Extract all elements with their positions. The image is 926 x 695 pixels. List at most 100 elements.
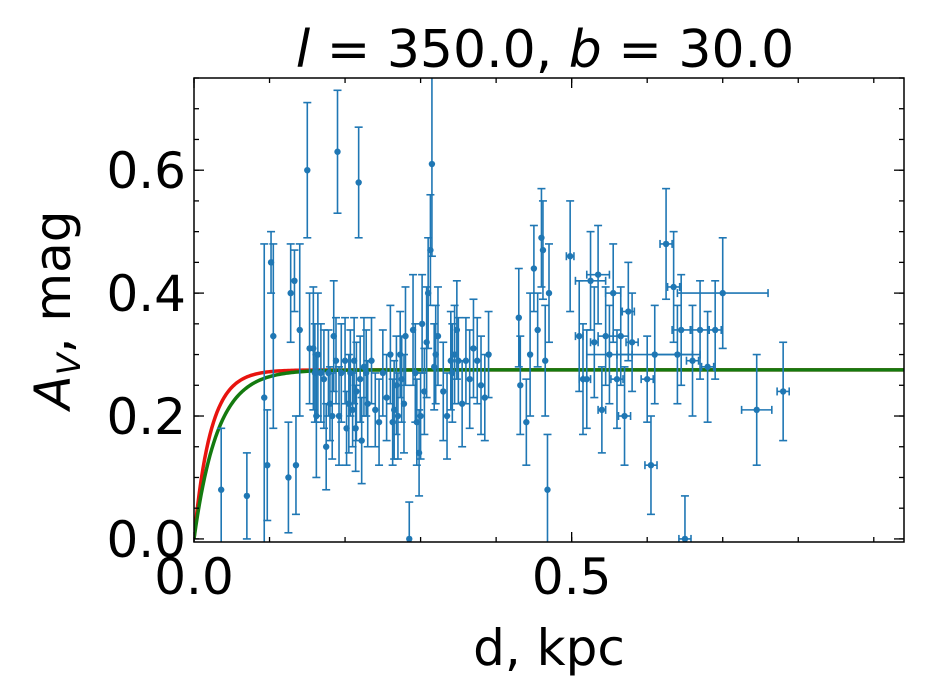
point-marker (613, 375, 621, 383)
model-curves (194, 368, 904, 540)
y-tick-label: 0.4 (106, 265, 186, 323)
point-marker (332, 357, 340, 364)
data-point (401, 286, 410, 387)
point-marker (526, 351, 534, 358)
data-point (356, 335, 365, 423)
y-label-rest: , mag (24, 211, 82, 354)
data-point (574, 280, 584, 393)
data-point (375, 378, 384, 466)
point-marker (387, 351, 394, 358)
data-point (242, 452, 251, 540)
point-marker (587, 277, 594, 285)
point-marker (320, 375, 328, 383)
y-label-main: A (24, 375, 82, 412)
point-marker (402, 332, 409, 340)
x-axis-label: d, kpc (473, 619, 625, 677)
data-point (740, 353, 773, 466)
point-marker (443, 412, 451, 420)
point-marker (523, 418, 530, 426)
data-point (378, 329, 387, 417)
point-marker (719, 289, 726, 297)
data-point (446, 310, 455, 411)
data-point (439, 341, 448, 442)
data-point (516, 335, 525, 436)
point-marker (628, 339, 636, 346)
data-point (604, 243, 622, 344)
data-point (625, 292, 639, 393)
data-point (286, 243, 295, 344)
data-point (617, 366, 632, 466)
data-point (514, 267, 523, 368)
data-point (461, 316, 470, 405)
data-point (399, 353, 408, 454)
data-point (574, 230, 607, 331)
point-marker (428, 160, 436, 168)
point-marker (534, 326, 541, 334)
data-point (533, 292, 542, 368)
point-marker (591, 339, 598, 346)
point-marker (545, 289, 553, 297)
y-tick-label: 0.0 (106, 511, 186, 569)
data-point (589, 286, 599, 399)
point-marker (329, 412, 336, 420)
point-marker (322, 443, 330, 450)
point-marker (341, 357, 349, 364)
point-marker (485, 351, 492, 358)
point-marker (583, 375, 590, 383)
data-point (477, 335, 486, 436)
data-point (644, 415, 658, 516)
point-marker (334, 148, 341, 155)
point-marker (264, 461, 271, 469)
point-marker (594, 271, 602, 278)
point-marker (417, 412, 424, 420)
data-point (685, 304, 700, 417)
data-point (522, 378, 531, 466)
point-marker (434, 332, 442, 340)
data-point (433, 286, 442, 387)
point-marker (606, 351, 613, 358)
point-marker (474, 357, 481, 364)
point-marker (643, 375, 651, 383)
data-point (427, 78, 436, 258)
data-point (328, 372, 337, 460)
data-point (260, 243, 269, 542)
data-point (217, 427, 226, 542)
point-marker (217, 486, 225, 493)
data-point (352, 341, 361, 442)
point-marker (470, 345, 477, 352)
point-marker (356, 375, 364, 383)
data-point (526, 292, 535, 417)
data-point (333, 89, 342, 215)
point-marker (539, 246, 547, 254)
data-point (565, 200, 575, 313)
point-marker (711, 326, 719, 334)
point-marker (353, 388, 360, 395)
data-point (291, 415, 300, 516)
plot-area (193, 77, 905, 543)
data-point (284, 421, 293, 534)
data-point (295, 243, 304, 417)
data-point (610, 329, 624, 430)
data-point (382, 353, 391, 442)
point-marker (530, 265, 538, 272)
axis-ticks (193, 77, 904, 542)
data-point (537, 187, 546, 288)
point-marker (355, 179, 362, 186)
data-point (585, 224, 611, 325)
data-point (666, 230, 681, 344)
y-axis-label: AV, mag (24, 211, 88, 413)
data-point (659, 187, 673, 301)
point-marker (296, 326, 303, 334)
x-tick-label: 0.0 (154, 548, 234, 606)
data-point (371, 372, 380, 448)
point-marker (287, 289, 294, 297)
data-point (337, 323, 346, 423)
x-tick-labels: 0.0 0.5 (154, 548, 611, 606)
axes-frame (193, 77, 905, 543)
point-marker (621, 412, 628, 420)
point-marker (291, 277, 298, 285)
point-marker (662, 240, 670, 248)
data-point (678, 495, 692, 542)
point-marker (462, 357, 470, 364)
